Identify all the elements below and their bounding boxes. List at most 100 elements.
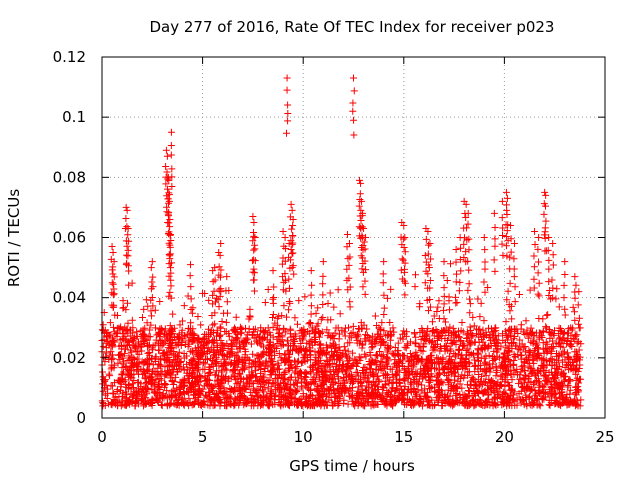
- spike-streak-point: [284, 117, 292, 125]
- spike-streak-point: [510, 255, 518, 263]
- spike-streak-point: [535, 279, 543, 287]
- scatter-point: [200, 341, 208, 349]
- scatter-point: [390, 360, 398, 368]
- spike-point: [217, 240, 225, 248]
- spike-streak-point: [545, 265, 553, 273]
- scatter-point: [284, 380, 292, 388]
- scatter-point: [424, 307, 432, 315]
- scatter-point: [465, 358, 473, 366]
- scatter-point: [170, 399, 178, 407]
- chart-title: Day 277 of 2016, Rate Of TEC Index for r…: [150, 18, 555, 36]
- scatter-point: [385, 345, 393, 353]
- scatter-point: [406, 350, 414, 358]
- spike-streak-point: [285, 275, 293, 283]
- scatter-point: [433, 329, 441, 337]
- spike-streak-point: [250, 246, 258, 254]
- scatter-point: [523, 330, 531, 338]
- scatter-point: [530, 331, 538, 339]
- scatter-point: [527, 369, 535, 377]
- scatter-point: [463, 393, 471, 401]
- scatter-point: [399, 330, 407, 338]
- scatter-point: [162, 380, 170, 388]
- scatter-point: [501, 382, 509, 390]
- spike-point: [250, 218, 258, 226]
- spike-point: [452, 246, 460, 254]
- spike-point: [440, 258, 448, 266]
- spike-streak-point: [462, 248, 470, 256]
- scatter-point: [417, 399, 425, 407]
- scatter-point: [358, 385, 366, 393]
- scatter-point: [115, 324, 123, 332]
- scatter-point: [519, 374, 527, 382]
- scatter-point: [543, 324, 551, 332]
- spike-streak-point: [507, 248, 515, 256]
- scatter-point: [505, 381, 513, 389]
- scatter-point: [575, 324, 583, 332]
- scatter-point: [359, 340, 367, 348]
- scatter-point: [508, 339, 516, 347]
- scatter-point: [215, 389, 223, 397]
- scatter-point: [236, 323, 244, 331]
- spike-point: [561, 258, 569, 266]
- scatter-point: [211, 371, 219, 379]
- scatter-point: [336, 330, 344, 338]
- spike-streak-point: [209, 278, 217, 286]
- spike-streak-point: [421, 252, 429, 260]
- scatter-point: [219, 342, 227, 350]
- scatter-point: [277, 400, 285, 408]
- scatter-point: [346, 339, 354, 347]
- scatter-point: [121, 401, 129, 409]
- scatter-point: [430, 359, 438, 367]
- spike-point: [123, 206, 131, 214]
- scatter-point: [153, 331, 161, 339]
- scatter-point: [384, 294, 392, 302]
- spike-streak-point: [548, 276, 556, 284]
- scatter-point: [304, 327, 312, 335]
- scatter-point: [430, 312, 438, 320]
- scatter-point: [437, 332, 445, 340]
- scatter-point: [122, 388, 130, 396]
- scatter-point: [435, 297, 443, 305]
- scatter-point: [386, 332, 394, 340]
- scatter-point: [293, 363, 301, 371]
- scatter-point: [189, 325, 197, 333]
- scatter-point: [353, 336, 361, 344]
- scatter-point: [123, 327, 131, 335]
- spike-point: [549, 240, 557, 248]
- scatter-point: [433, 308, 441, 316]
- y-tick-label: 0.08: [53, 168, 86, 186]
- scatter-point: [170, 380, 178, 388]
- scatter-point: [151, 306, 159, 314]
- scatter-point: [505, 399, 513, 407]
- scatter-point: [373, 322, 381, 330]
- spike-streak-point: [215, 263, 223, 271]
- scatter-point: [287, 361, 295, 369]
- scatter-point: [269, 341, 277, 349]
- scatter-point: [291, 358, 299, 366]
- spike-streak-point: [534, 269, 542, 277]
- scatter-point: [124, 299, 132, 307]
- scatter-point: [513, 365, 521, 373]
- scatter-point: [159, 349, 167, 357]
- scatter-point: [125, 352, 133, 360]
- scatter-point: [205, 369, 213, 377]
- spike-streak-point: [575, 320, 583, 328]
- scatter-point: [540, 372, 548, 380]
- spike-point: [510, 240, 518, 248]
- scatter-point: [141, 375, 149, 383]
- spike-streak-point: [440, 300, 448, 308]
- spike-streak-point: [356, 195, 364, 203]
- spike-streak-point: [186, 272, 194, 280]
- scatter-point: [317, 315, 325, 323]
- scatter-point: [327, 379, 335, 387]
- scatter-point: [577, 340, 585, 348]
- x-tick-label: 5: [198, 428, 208, 446]
- scatter-point: [329, 401, 337, 409]
- scatter-point: [213, 326, 221, 334]
- spike-streak-point: [545, 256, 553, 264]
- scatter-point: [481, 388, 489, 396]
- scatter-point: [412, 333, 420, 341]
- scatter-point: [428, 318, 436, 326]
- spike-streak-point: [167, 282, 175, 290]
- scatter-point: [207, 395, 215, 403]
